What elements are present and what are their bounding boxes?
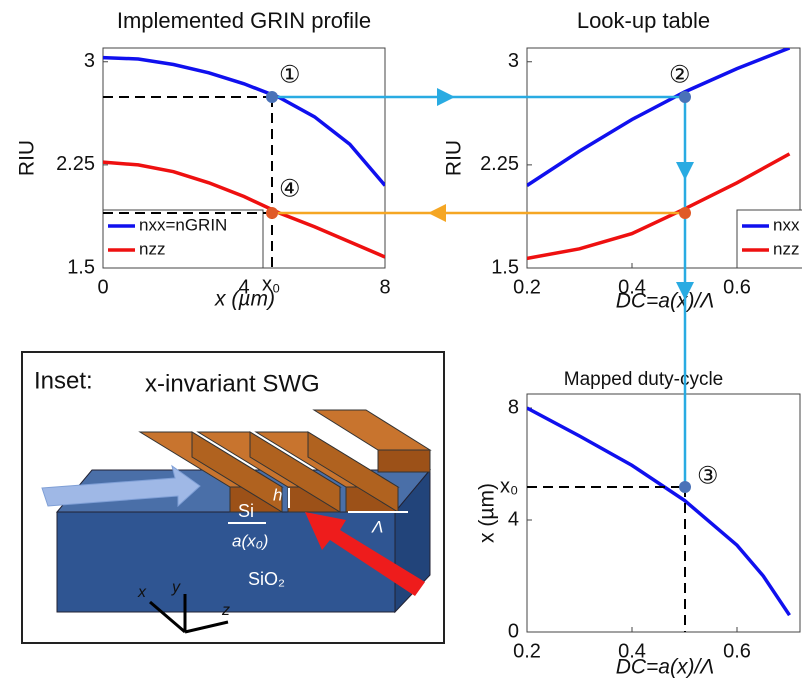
- series-line: [527, 406, 791, 617]
- substrate-front: [56, 511, 396, 613]
- plot-area: [103, 55, 385, 259]
- y-tick-label: 3: [508, 50, 519, 72]
- y-tick-label: 8: [508, 396, 519, 418]
- x0-label: x₀: [500, 475, 518, 497]
- x-axis-label: DC=a(x)/Λ: [616, 656, 715, 679]
- substrate-label: SiO₂: [248, 569, 285, 589]
- chart-title: Implemented GRIN profile: [117, 8, 371, 33]
- y-axis-label: RIU: [16, 140, 39, 176]
- step-marker: ④: [279, 175, 301, 202]
- red-arrow: [305, 512, 425, 596]
- flow-arrows: [266, 88, 694, 493]
- x-tick-label: 4: [238, 276, 249, 298]
- x-tick-label: 0.2: [513, 640, 541, 662]
- y-tick-label: 3: [84, 50, 95, 72]
- chart-title: Mapped duty-cycle: [564, 369, 723, 390]
- x-tick-label: 0: [97, 276, 108, 298]
- width-label: a(x₀): [232, 531, 268, 550]
- series-line: [527, 152, 791, 261]
- x-tick-label: 0.6: [723, 640, 751, 662]
- axes-triad: [149, 594, 229, 634]
- chart: 0.2 0.4 0.6 0 4 8 Mapped duty-cycle DC=a(x)/Λ x …: [476, 369, 801, 679]
- x-axis-label: x (µm): [214, 288, 275, 311]
- step-marker: ①: [279, 61, 301, 88]
- step-marker: ②: [669, 61, 691, 88]
- y-axis-label: x (µm): [476, 483, 499, 543]
- plots: 0 4 8 1.5 2.25 3 Implemented GRIN profile x (µm…: [16, 8, 802, 679]
- y-tick-label: 2.25: [480, 153, 519, 175]
- legend-box: [102, 209, 264, 269]
- y-tick-label: 4: [508, 508, 519, 530]
- series-line: [527, 48, 791, 187]
- series-line: [103, 160, 385, 259]
- legend-label: nxx=nGRIN: [139, 215, 227, 234]
- x-tick-label: 0.4: [618, 276, 646, 298]
- legend-label: nzz: [139, 239, 165, 258]
- axis-x: x: [137, 584, 147, 601]
- x-tick-label: 8: [379, 276, 390, 298]
- input-arrow: [41, 464, 201, 508]
- axis-z: z: [221, 602, 230, 619]
- plot-area: [527, 406, 791, 617]
- y-tick-label: 2.25: [56, 153, 95, 175]
- x-tick-label: 0.6: [723, 276, 751, 298]
- x-axis-label: DC=a(x)/Λ: [616, 290, 715, 313]
- inset: Inset: x-invariant SWG Si h Λ a(x₀) SiO₂: [21, 351, 445, 644]
- axis-y: y: [171, 579, 181, 596]
- x0-label: x₀: [262, 273, 280, 295]
- inset-label: Inset:: [34, 367, 93, 394]
- x-tick-label: 0.4: [618, 640, 646, 662]
- y-tick-label: 1.5: [67, 256, 95, 278]
- si-label: Si: [238, 501, 254, 521]
- legend-label: nzz: [773, 239, 799, 258]
- chart: 0.2 0.4 0.6 1.5 2.25 3 Look-up table DC=a(x)/Λ R…: [443, 8, 802, 313]
- legend-label: nxx: [773, 215, 800, 234]
- period-label: Λ: [371, 517, 383, 536]
- h-label: h: [273, 485, 282, 504]
- inset-title: x-invariant SWG: [145, 370, 320, 397]
- y-tick-label: 1.5: [491, 256, 519, 278]
- x-tick-label: 0.2: [513, 276, 541, 298]
- y-axis-label: RIU: [443, 140, 466, 176]
- plot-area: [527, 48, 791, 261]
- y-tick-label: 0: [508, 620, 519, 642]
- series-line: [103, 55, 385, 187]
- chart: 0 4 8 1.5 2.25 3 Implemented GRIN profile x (µm…: [16, 8, 391, 311]
- chart-title: Look-up table: [577, 8, 710, 33]
- guides: [103, 96, 686, 632]
- step-marker: ③: [697, 462, 719, 489]
- legend-box: [736, 209, 802, 269]
